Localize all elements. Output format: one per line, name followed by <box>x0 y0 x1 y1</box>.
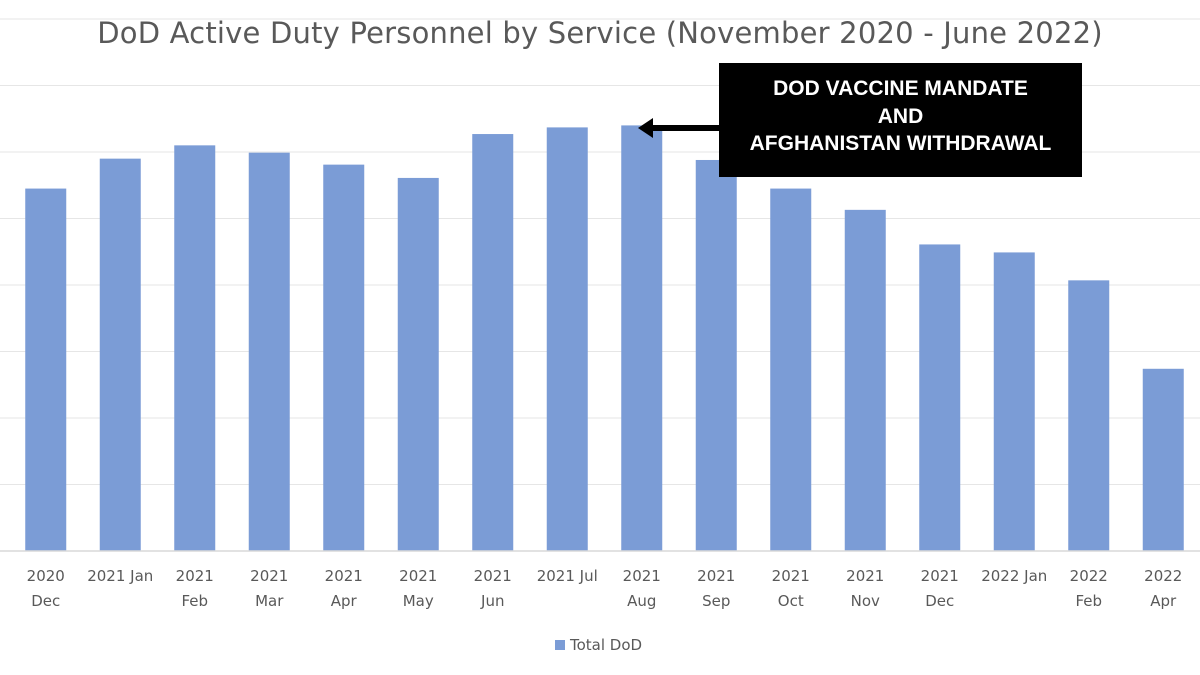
bar <box>25 188 67 551</box>
x-tick-label: 2021 Oct <box>772 567 810 610</box>
bar <box>323 164 365 551</box>
x-axis-labels: 2020 Dec 2021 Jan 2021 Feb 2021 Mar 2021 Apr 2021… <box>27 567 1183 610</box>
legend-swatch <box>555 640 565 650</box>
chart-title: DoD Active Duty Personnel by Service (No… <box>97 16 1103 50</box>
bar <box>248 152 290 552</box>
x-tick-label: 2021 Mar <box>250 567 288 610</box>
bar <box>1142 368 1184 551</box>
bar <box>919 244 961 551</box>
bar <box>1068 280 1110 551</box>
x-tick-label: 2021 Sep <box>697 567 735 610</box>
x-tick-label: 2022 Apr <box>1144 567 1182 610</box>
annotation-line-2: AND <box>877 104 924 128</box>
x-tick-label: 2021 Aug <box>623 567 661 610</box>
x-tick-label: 2021 Dec <box>921 567 959 610</box>
x-tick-label: 2022 Jan <box>981 567 1047 585</box>
x-tick-label: 2022 Feb <box>1070 567 1108 610</box>
bar <box>99 158 141 551</box>
bar <box>397 177 439 551</box>
x-tick-label: 2021 Jul <box>537 567 598 585</box>
x-tick-label: 2021 May <box>399 567 437 610</box>
bar <box>472 134 514 552</box>
bar <box>844 209 886 552</box>
annotation-line-1: DOD VACCINE MANDATE <box>773 77 1028 100</box>
bar-series <box>25 125 1184 552</box>
bar <box>993 252 1035 552</box>
bar <box>621 125 663 552</box>
x-tick-label: 2021 Jan <box>87 567 153 585</box>
bar <box>174 145 216 551</box>
bar <box>770 188 812 551</box>
x-tick-label: 2021 Nov <box>846 567 884 610</box>
callout-arrow <box>638 118 719 138</box>
x-tick-label: 2021 Apr <box>325 567 363 610</box>
annotation-callout: DOD VACCINE MANDATE AND AFGHANISTAN WITH… <box>719 63 1082 177</box>
x-tick-label: 2020 Dec <box>27 567 65 610</box>
annotation-line-3: AFGHANISTAN WITHDRAWAL <box>749 132 1052 155</box>
legend: Total DoD <box>555 635 642 655</box>
bar <box>546 127 588 552</box>
bar <box>695 159 737 552</box>
x-tick-label: 2021 Jun <box>474 567 512 610</box>
x-tick-label: 2021 Feb <box>176 567 214 610</box>
legend-label: Total DoD <box>570 636 643 654</box>
